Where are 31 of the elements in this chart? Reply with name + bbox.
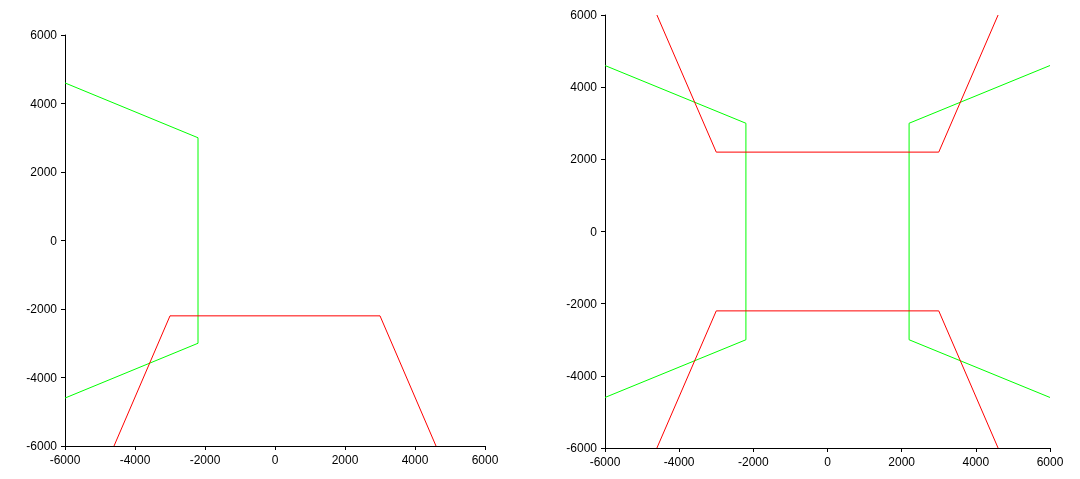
y-tick-label: -4000 (566, 368, 598, 383)
line-series (908, 65, 1051, 398)
line-series (604, 65, 747, 398)
y-tick-label: 6000 (570, 8, 598, 22)
x-tick-label: -2000 (189, 453, 221, 467)
x-tick-label: -4000 (119, 453, 151, 467)
x-tick-label: 4000 (962, 455, 990, 469)
line-series (64, 82, 199, 399)
x-tick-label: 6000 (471, 453, 499, 467)
x-tick-label: -6000 (589, 455, 621, 469)
x-tick-label: 0 (271, 453, 279, 467)
x-tick-label: 2000 (888, 455, 916, 469)
y-tick-label: -4000 (26, 370, 58, 385)
y-tick-label: 6000 (30, 28, 58, 42)
y-tick-label: 2000 (570, 152, 598, 167)
y-tick-label: 4000 (30, 96, 58, 111)
y-tick-label: -6000 (566, 441, 598, 455)
x-tick-label: 4000 (401, 453, 429, 467)
y-tick-label: 4000 (570, 80, 598, 95)
x-tick-label: 6000 (1036, 455, 1064, 469)
x-tick-label: -4000 (663, 455, 695, 469)
x-tick-label: -2000 (737, 455, 769, 469)
x-tick-label: 2000 (331, 453, 359, 467)
y-tick-label: -2000 (26, 302, 58, 316)
y-tick-label: -6000 (26, 439, 58, 453)
y-tick-label: 2000 (30, 165, 58, 179)
y-tick-label: 0 (590, 224, 598, 239)
x-tick-label: -6000 (49, 453, 81, 467)
y-tick-label: 0 (50, 233, 58, 248)
y-tick-label: -2000 (566, 296, 598, 311)
x-tick-label: 0 (824, 455, 832, 469)
